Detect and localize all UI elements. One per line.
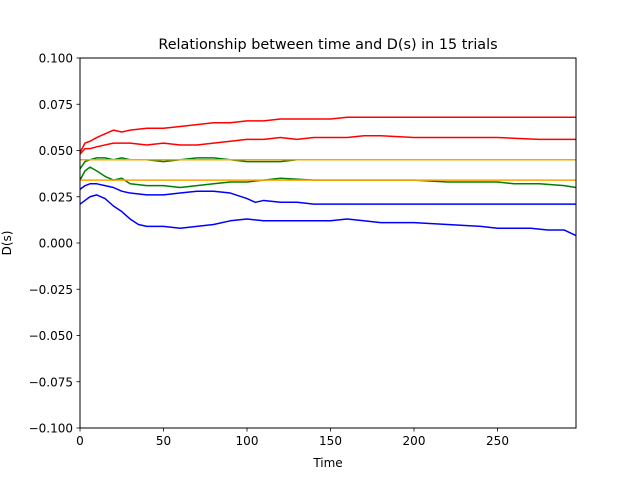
x-tick-label: 150 [319, 434, 342, 448]
y-tick-label: 0.075 [39, 98, 73, 112]
plot-frame [79, 57, 577, 429]
series-layer [80, 116, 576, 237]
chart-title: Relationship between time and D(s) in 15… [158, 37, 497, 53]
x-tick-label: 100 [236, 434, 259, 448]
x-tick-label: 250 [486, 434, 509, 448]
series-line-5 [80, 183, 576, 205]
x-axis-title: Time [312, 456, 342, 470]
y-tick-label: 0.100 [39, 52, 73, 66]
series-line-1 [80, 116, 576, 153]
series-line-4 [80, 166, 576, 189]
y-tick-label: 0.000 [39, 237, 73, 251]
x-tick-label: 50 [156, 434, 171, 448]
x-axis: 0 50 100 150 200 250 [76, 428, 509, 448]
y-axis-title: D(s) [0, 231, 14, 256]
y-tick-label: −0.050 [29, 329, 73, 343]
x-tick-label: 0 [76, 434, 84, 448]
y-tick-label: −0.075 [29, 375, 73, 389]
y-tick-label: −0.025 [29, 283, 73, 297]
series-line-6 [80, 194, 576, 237]
series-line-2 [80, 134, 576, 155]
y-tick-label: 0.050 [39, 144, 73, 158]
y-tick-label: 0.025 [39, 190, 73, 204]
y-tick-label: −0.100 [29, 422, 73, 436]
y-axis: −0.100 −0.075 −0.050 −0.025 0.000 0.025 0.050 0… [29, 52, 80, 436]
x-tick-label: 200 [403, 434, 426, 448]
